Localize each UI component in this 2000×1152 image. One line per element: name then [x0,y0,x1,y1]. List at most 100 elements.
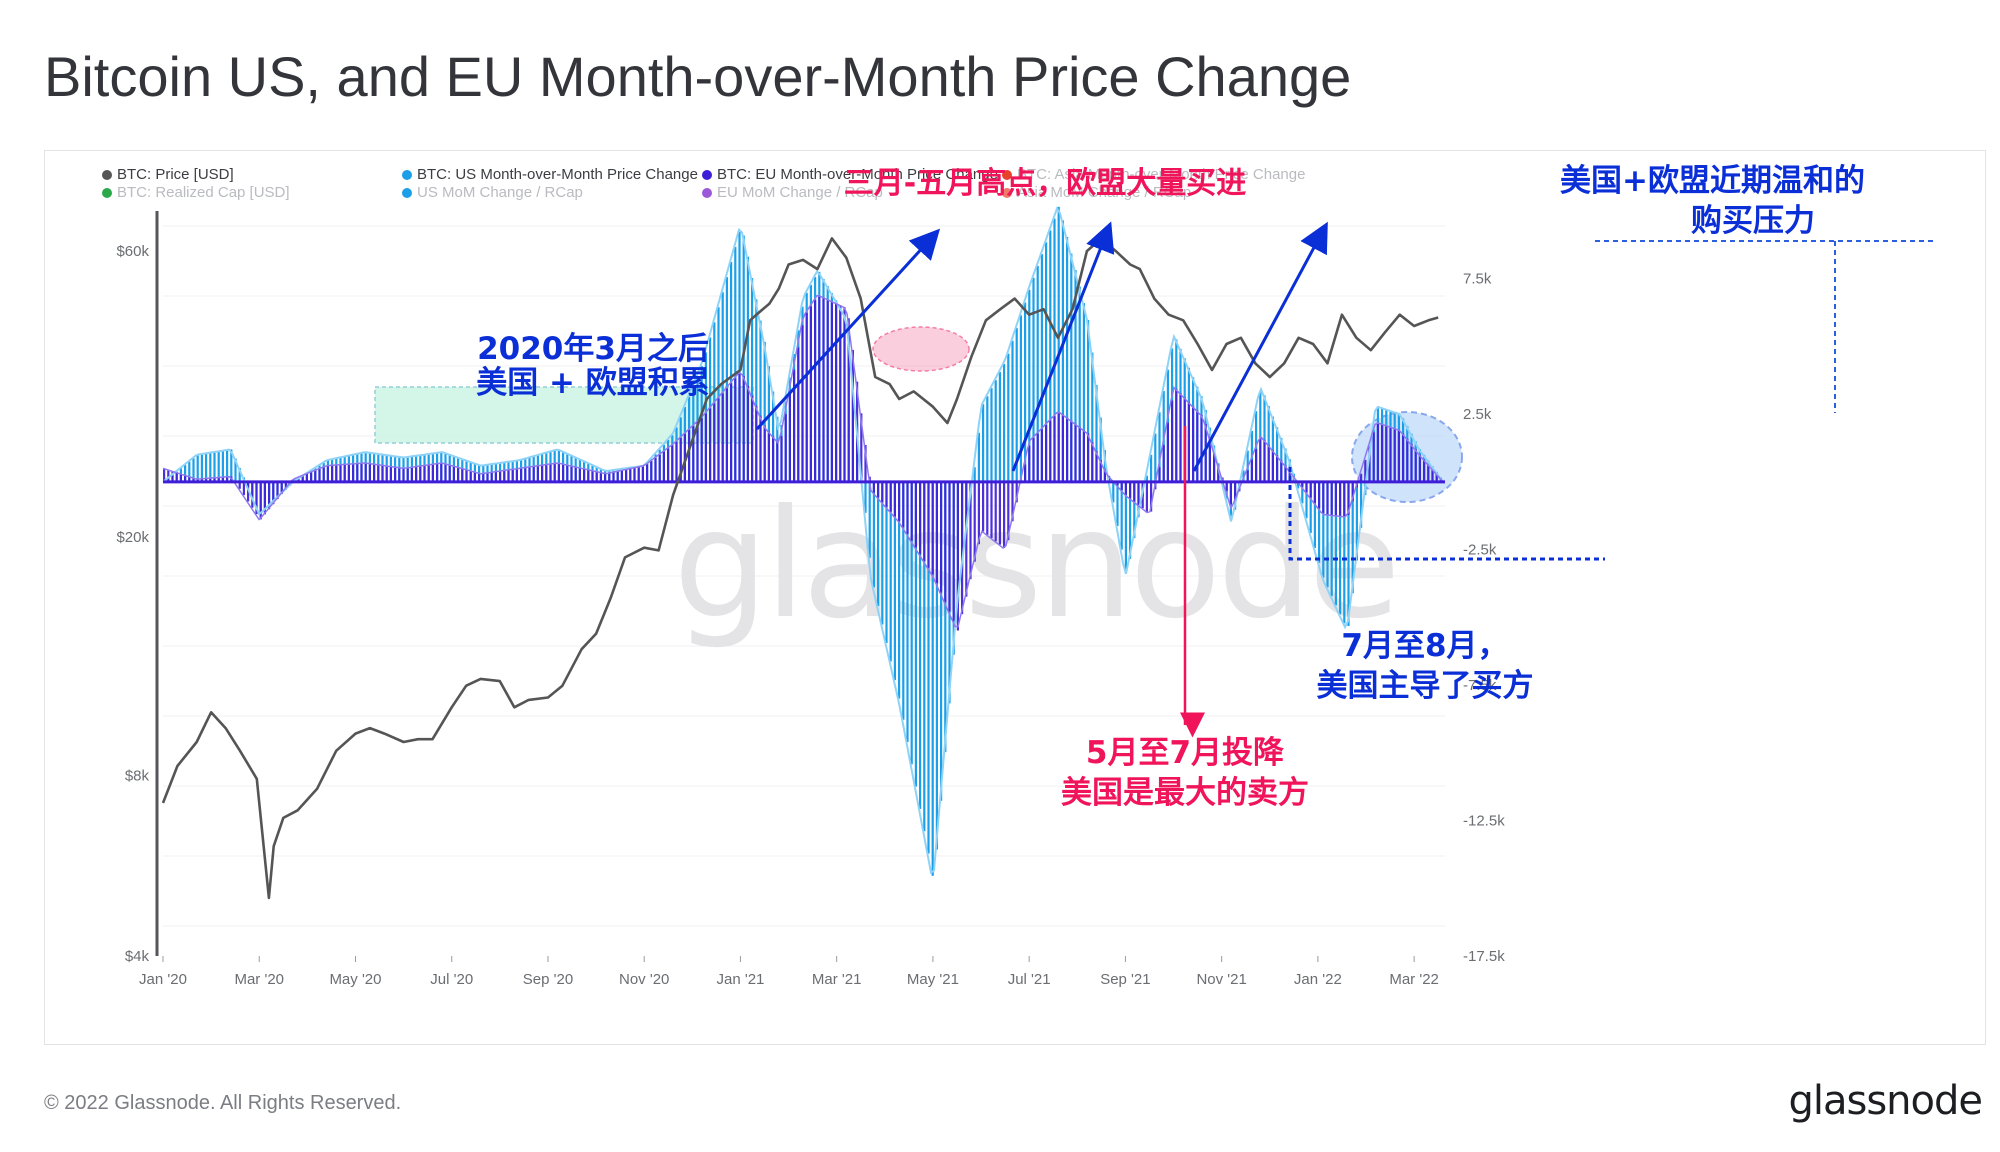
eu-bar [839,305,842,482]
eu-bar [914,481,917,548]
eu-bar [688,429,691,482]
legend-label: BTC: US Month-over-Month Price Change [417,166,698,183]
eu-bar [1402,433,1405,482]
eu-bar [423,465,426,482]
eu-bar [507,470,510,482]
us-bar [1078,286,1081,482]
eu-bar [1124,481,1127,495]
eu-bar [364,462,367,482]
eu-bar [625,469,628,482]
eu-bar [780,436,783,482]
us-bar [192,458,195,482]
us-envelope [162,206,1445,875]
arrow-rally-2 [1011,221,1115,472]
x-tick-label: Jan '20 [139,971,187,988]
us-bar [868,481,871,558]
eu-bar [650,461,653,482]
eu-bar [1116,481,1119,486]
eu-bar [499,471,502,482]
eu-bar [994,481,997,542]
eu-bar [1423,459,1426,482]
eu-bar [902,481,905,528]
us-bar [1099,417,1102,482]
eu-bar [1250,459,1253,482]
eu-bar [1322,481,1325,514]
us-bar [1087,320,1090,482]
eu-bar [805,312,808,482]
left-tick-label: $60k [116,243,149,260]
eu-bar [1339,481,1342,517]
eu-bar [528,467,531,482]
eu-bar [406,467,409,482]
right-tick-label: -17.5k [1463,948,1505,965]
x-tick-label: Nov '21 [1196,971,1246,988]
eu-bar [1208,437,1211,482]
us-bar [1019,315,1022,482]
us-bar [1301,481,1304,504]
eu-bar [646,464,649,482]
eu-bar [524,467,527,482]
eu-bar [1024,464,1027,482]
eu-bar [242,481,245,496]
eu-bar [452,465,455,482]
eu-bar [1120,481,1123,491]
eu-bar [767,431,770,482]
us-bar [1049,230,1052,482]
eu-bar [1129,481,1132,499]
eu-bar [171,471,174,482]
eu-bar [1427,464,1430,482]
eu-bar [217,477,220,482]
eu-bar [205,478,208,482]
us-bar [906,481,909,743]
eu-envelope [162,294,1445,628]
eu-bar [1087,433,1090,482]
eu-bar [826,299,829,482]
eu-bar [910,481,913,541]
grid [163,225,1445,927]
eu-bar [1074,423,1077,482]
legend-label: BTC: Price [USD] [117,166,234,183]
us-bar [209,452,212,482]
eu-bar [763,425,766,482]
eu-bar [200,478,203,482]
eu-bar [1318,481,1321,509]
eu-bar [1108,475,1111,482]
eu-bar [990,481,993,539]
eu-bar [1259,438,1262,482]
eu-bar [977,481,980,545]
eu-bar [877,481,880,498]
eu-bar [1225,481,1228,491]
eu-bar [440,463,443,482]
us-bar [881,481,884,625]
us-bar [721,292,724,482]
eu-bar [1246,470,1249,482]
us-bar [1040,254,1043,482]
us-bar [1334,481,1337,606]
us-bar [1024,302,1027,482]
us-bar [864,481,867,513]
x-tick-label: Sep '20 [523,971,573,988]
peak-ellipse [872,326,970,372]
eu-bar [742,375,745,482]
eu-bar [494,471,497,482]
eu-bar [931,481,934,575]
eu-bar [389,466,392,482]
eu-bar [167,469,170,482]
eu-bar [1217,464,1220,482]
us-bar [1057,206,1060,482]
us-bar [1116,481,1119,527]
eu-bar [982,481,985,532]
us-bar [1007,353,1010,482]
eu-bar [566,464,569,482]
us-buyer-bracket [1288,467,1605,561]
eu-bar [503,470,506,482]
eu-bar [599,472,602,482]
eu-bar [402,468,405,482]
eu-bar [549,464,552,482]
us-bar [910,481,913,765]
us-bar [213,452,216,482]
us-bar [1322,481,1325,578]
legend-label: BTC: Asia Month-over-Month Price Change [1017,166,1305,183]
us-bar [1124,481,1127,574]
eu-bar [1162,444,1165,482]
